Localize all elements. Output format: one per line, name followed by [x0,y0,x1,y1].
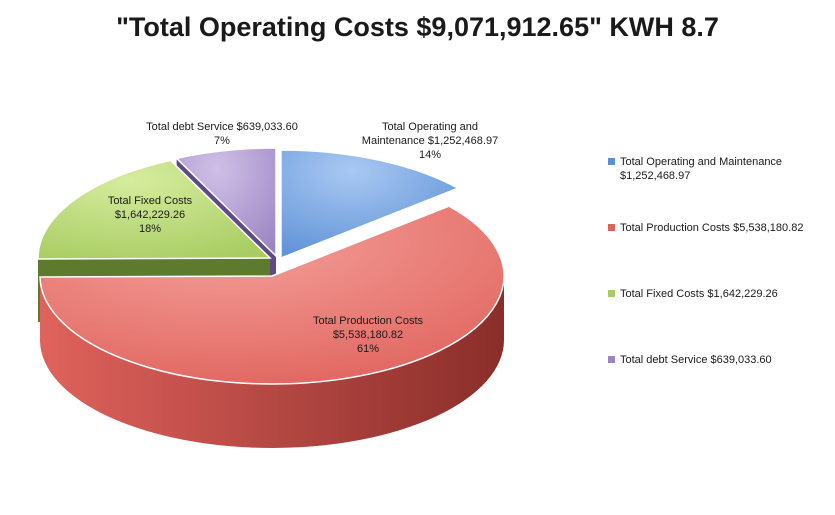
pie-slice-2 [37,159,272,260]
slice-label-line: 61% [357,343,379,355]
slice-label-1: Total Production Costs $5,538,180.82 61% [313,315,424,355]
pie-labels: Total Operating and Maintenance $1,252,46… [108,121,498,355]
chart-title: "Total Operating Costs $9,071,912.65" KW… [116,12,719,42]
legend-swatch [608,356,615,363]
slice-label-line: 14% [419,149,441,161]
legend-label: Total debt Service $639,033.60 [620,354,772,366]
slice-label-line: Total Production Costs [313,315,424,327]
legend-swatch [608,158,615,165]
slice-label-line: Total debt Service $639,033.60 [146,121,298,133]
legend-item-0: Total Operating and Maintenance $1,252,46… [608,155,828,183]
pie-slice-0 [280,149,460,260]
legend-swatch [608,224,615,231]
pie-tops [37,147,505,385]
slice-label-line: $5,538,180.82 [333,329,403,341]
slice-label-line: Maintenance $1,252,468.97 [362,135,498,147]
slice-label-line: 18% [139,223,161,235]
slice-label-line: Total Fixed Costs [108,195,193,207]
pie-slice-3 [175,147,277,258]
slice-label-0: Total Operating and Maintenance $1,252,46… [362,121,498,161]
legend-label: Total Production Costs $5,538,180.82 [620,222,804,234]
slice-label-line: 7% [214,135,230,147]
legend-item-3: Total debt Service $639,033.60 [608,353,828,367]
pie-side-1 [40,276,504,448]
legend-label: Total Operating and Maintenance [620,156,783,168]
legend-swatch [608,290,615,297]
slice-label-line: $1,642,229.26 [115,209,185,221]
legend-item-1: Total Production Costs $5,538,180.82 [608,221,828,235]
slice-label-3: Total debt Service $639,033.60 7% [146,121,298,147]
slice-label-line: Total Operating and [382,121,478,133]
pie-slice-1 [39,205,505,385]
legend-item-2: Total Fixed Costs $1,642,229.26 [608,287,828,301]
slice-label-2: Total Fixed Costs $1,642,229.26 18% [108,195,193,235]
legend-label: Total Fixed Costs $1,642,229.26 [620,288,778,300]
legend-label: $1,252,468.97 [620,170,691,182]
